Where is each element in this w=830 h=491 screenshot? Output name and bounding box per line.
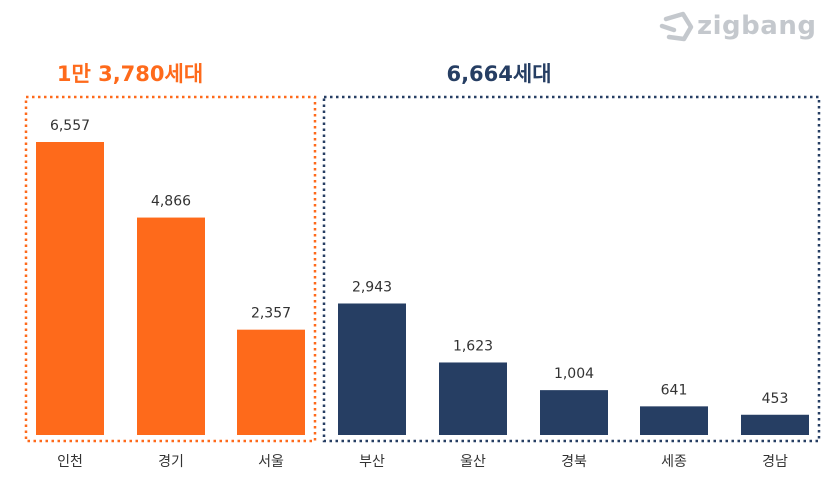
bar-8: [741, 414, 809, 435]
region-group-frame: [322, 95, 821, 443]
value-label-8: 453: [762, 391, 789, 407]
value-label-2: 4,866: [151, 194, 191, 210]
category-label-1: 인천: [57, 454, 83, 470]
metro-group-frame: [24, 95, 317, 443]
bars-layer: [36, 142, 809, 435]
category-label-6: 경북: [561, 454, 587, 470]
bar-5: [439, 362, 507, 435]
bar-4: [338, 303, 406, 435]
value-label-3: 2,357: [251, 306, 291, 322]
zigbang-house-icon: [659, 11, 694, 42]
zigbang-logo: zigbang: [659, 11, 816, 42]
bar-3: [237, 329, 305, 435]
region-total-label: 6,664세대: [446, 62, 551, 86]
zigbang-wordmark: zigbang: [697, 11, 816, 41]
category-label-4: 부산: [359, 454, 385, 470]
value-label-1: 6,557: [50, 118, 90, 134]
category-labels-layer: 인천 경기 서울 부산 울산 경북 세종 경남: [57, 454, 788, 470]
bar-6: [540, 390, 608, 435]
category-label-3: 서울: [258, 454, 284, 470]
value-labels-layer: 6,557 4,866 2,357 2,943 1,623 1,004 641 453: [50, 118, 788, 407]
value-label-5: 1,623: [453, 338, 493, 354]
value-label-7: 641: [661, 382, 688, 398]
value-label-4: 2,943: [352, 279, 392, 295]
category-label-2: 경기: [158, 454, 184, 470]
category-label-7: 세종: [661, 454, 687, 470]
metro-total-label: 1만 3,780세대: [57, 62, 203, 86]
value-label-6: 1,004: [554, 366, 594, 382]
bar-1: [36, 142, 104, 435]
category-label-5: 울산: [460, 454, 486, 470]
bar-2: [137, 217, 205, 435]
category-label-8: 경남: [762, 454, 788, 470]
bar-7: [640, 406, 708, 435]
